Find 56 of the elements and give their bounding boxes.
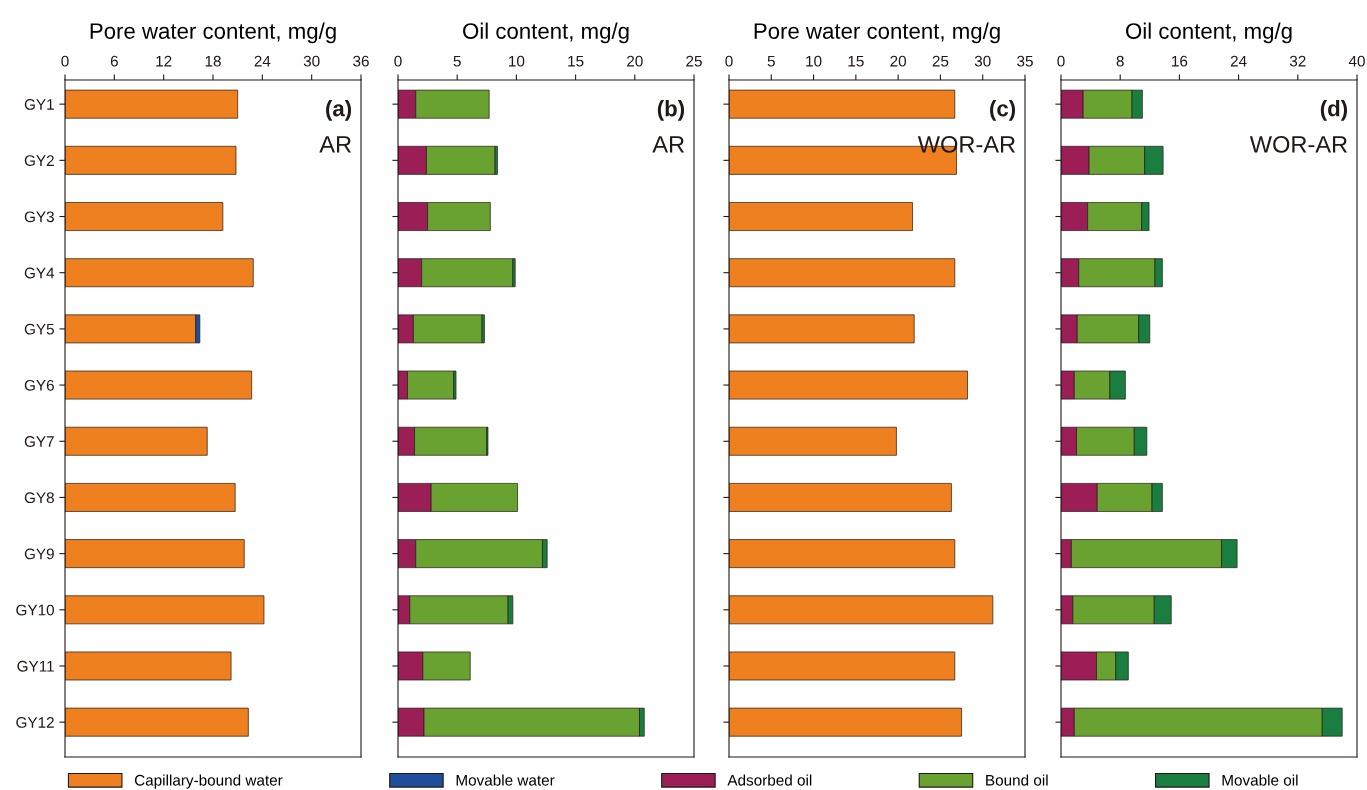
- x-axis-title: Pore water content, mg/g: [90, 22, 336, 44]
- x-tick-label: 32: [1289, 55, 1306, 67]
- x-tick-label: 5: [767, 55, 775, 67]
- x-tick-label: 0: [394, 55, 402, 67]
- annotation: WOR-AR: [917, 135, 1016, 153]
- annotation: AR: [652, 136, 685, 153]
- x-tick-label: 30: [974, 55, 991, 67]
- legend-label: Bound oil: [986, 774, 1048, 786]
- x-tick-label: 20: [890, 55, 907, 67]
- legend-label: Adsorbed oil: [727, 774, 812, 786]
- x-tick-label: 18: [205, 55, 221, 67]
- annotation: AR: [319, 136, 352, 153]
- y-tick-label: GY3: [24, 211, 54, 223]
- y-tick-label: GY12: [16, 717, 54, 728]
- y-tick-label: GY1: [24, 99, 54, 110]
- x-tick-label: 0: [725, 55, 733, 67]
- x-tick-label: 10: [509, 55, 525, 67]
- x-tick-label: 30: [303, 55, 320, 67]
- annotation: (b): [657, 100, 685, 121]
- legend-label: Capillary-bound water: [134, 774, 283, 789]
- x-axis-title: Oil content, mg/g: [1126, 22, 1292, 44]
- x-tick-label: 6: [110, 55, 118, 67]
- x-axis-title: Oil content, mg/g: [463, 22, 629, 44]
- y-tick-label: GY7: [24, 436, 54, 447]
- y-tick-label: GY8: [24, 492, 54, 504]
- x-tick-label: 15: [568, 55, 584, 67]
- y-tick-label: GY10: [16, 604, 54, 616]
- y-tick-label: GY11: [17, 660, 54, 672]
- x-tick-label: 25: [932, 55, 949, 67]
- x-tick-label: 35: [1017, 55, 1033, 67]
- x-tick-label: 20: [627, 55, 643, 67]
- x-tick-label: 15: [848, 55, 864, 67]
- x-tick-label: 5: [453, 55, 461, 67]
- x-tick-label: 0: [61, 55, 69, 67]
- x-tick-label: 40: [1348, 55, 1365, 67]
- x-tick-label: 12: [156, 55, 172, 67]
- legend-label: Movable water: [456, 774, 555, 786]
- y-tick-label: GY6: [24, 379, 54, 391]
- y-tick-label: GY4: [24, 267, 55, 279]
- x-tick-label: 25: [686, 55, 702, 67]
- x-tick-label: 24: [1230, 55, 1247, 67]
- x-tick-label: 0: [1057, 55, 1065, 67]
- x-tick-label: 8: [1116, 55, 1124, 67]
- x-tick-label: 36: [353, 55, 369, 67]
- annotation: (c): [990, 100, 1016, 121]
- annotation: WOR-AR: [1249, 135, 1348, 153]
- legend-label: Movable oil: [1222, 774, 1298, 786]
- x-axis-title: Pore water content, mg/g: [754, 22, 1000, 44]
- annotation: (d): [1320, 100, 1348, 121]
- x-tick-label: 24: [254, 55, 271, 67]
- y-tick-label: GY9: [24, 548, 54, 560]
- x-tick-label: 16: [1172, 55, 1188, 67]
- y-tick-label: GY2: [24, 155, 54, 167]
- x-tick-label: 10: [806, 55, 822, 67]
- annotation: (a): [326, 100, 352, 121]
- y-tick-label: GY5: [24, 323, 54, 335]
